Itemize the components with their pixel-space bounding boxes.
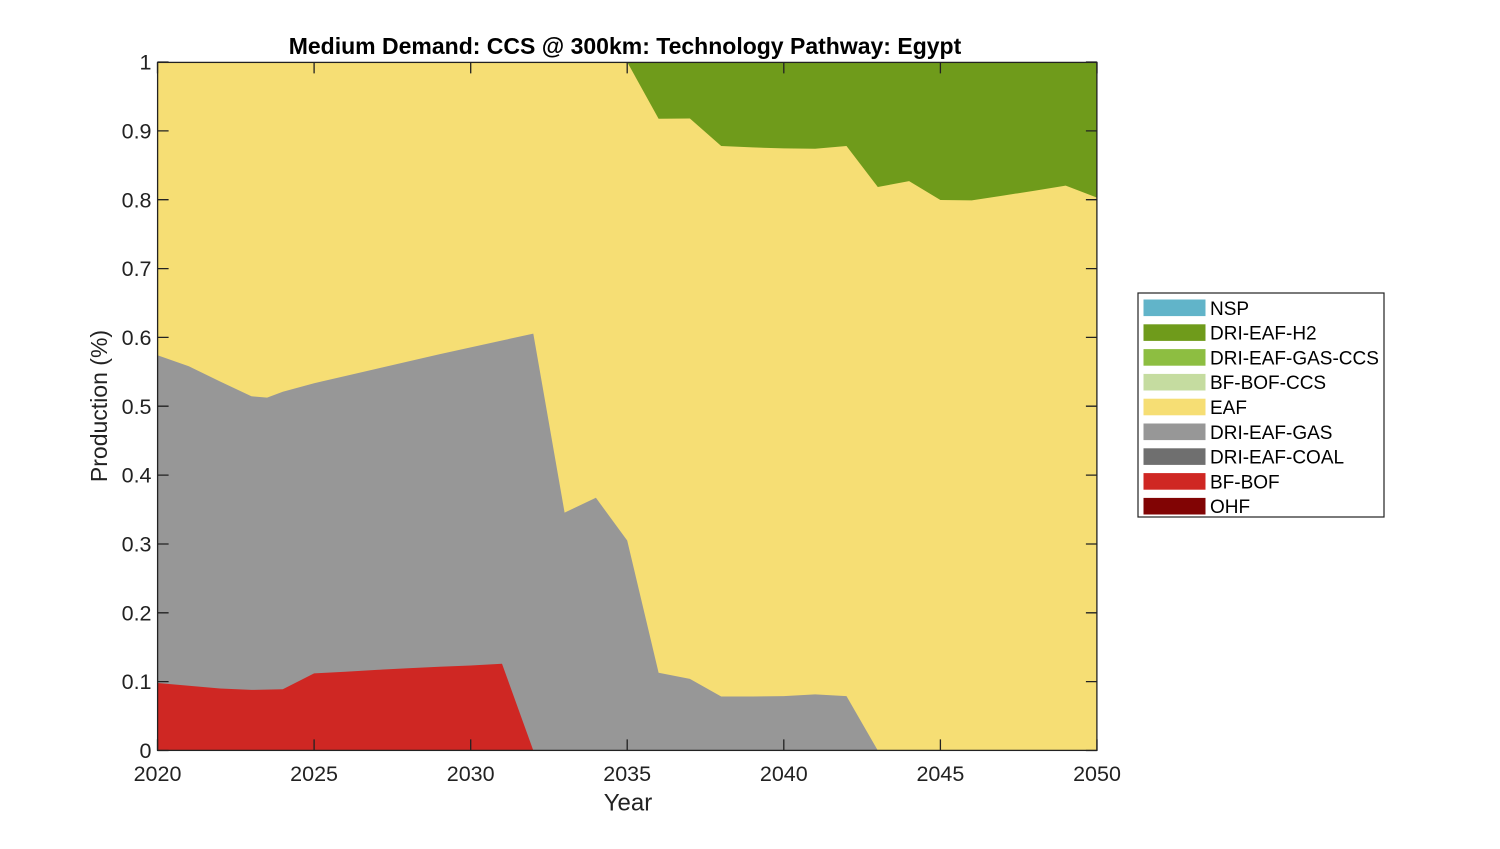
svg-text:0.8: 0.8 [122,188,152,212]
svg-text:2030: 2030 [447,762,495,786]
svg-text:0.1: 0.1 [122,670,152,694]
svg-text:2025: 2025 [290,762,338,786]
svg-text:DRI-EAF-H2: DRI-EAF-H2 [1210,324,1317,345]
svg-text:0.3: 0.3 [122,533,152,557]
svg-text:1: 1 [140,51,152,75]
svg-text:Medium Demand: CCS @ 300km: Te: Medium Demand: CCS @ 300km: Technology P… [289,33,962,59]
svg-text:DRI-EAF-COAL: DRI-EAF-COAL [1210,448,1344,469]
svg-text:DRI-EAF-GAS: DRI-EAF-GAS [1210,423,1332,444]
svg-text:0.4: 0.4 [122,464,152,488]
svg-text:Year: Year [604,790,653,817]
svg-text:2050: 2050 [1073,762,1121,786]
svg-text:0.9: 0.9 [122,120,152,144]
svg-text:NSP: NSP [1210,299,1249,320]
svg-text:2040: 2040 [760,762,808,786]
svg-text:0.7: 0.7 [122,257,152,281]
svg-text:BF-BOF-CCS: BF-BOF-CCS [1210,373,1326,394]
svg-text:DRI-EAF-GAS-CCS: DRI-EAF-GAS-CCS [1210,348,1379,369]
svg-text:2045: 2045 [916,762,964,786]
svg-text:Production (%): Production (%) [86,330,112,482]
svg-text:BF-BOF: BF-BOF [1210,472,1280,493]
svg-text:0: 0 [140,739,152,763]
svg-text:0.6: 0.6 [122,326,152,350]
svg-text:EAF: EAF [1210,398,1247,419]
svg-text:0.5: 0.5 [122,395,152,419]
svg-text:0.2: 0.2 [122,601,152,625]
svg-text:2035: 2035 [603,762,651,786]
svg-text:OHF: OHF [1210,497,1250,518]
svg-text:2020: 2020 [134,762,182,786]
